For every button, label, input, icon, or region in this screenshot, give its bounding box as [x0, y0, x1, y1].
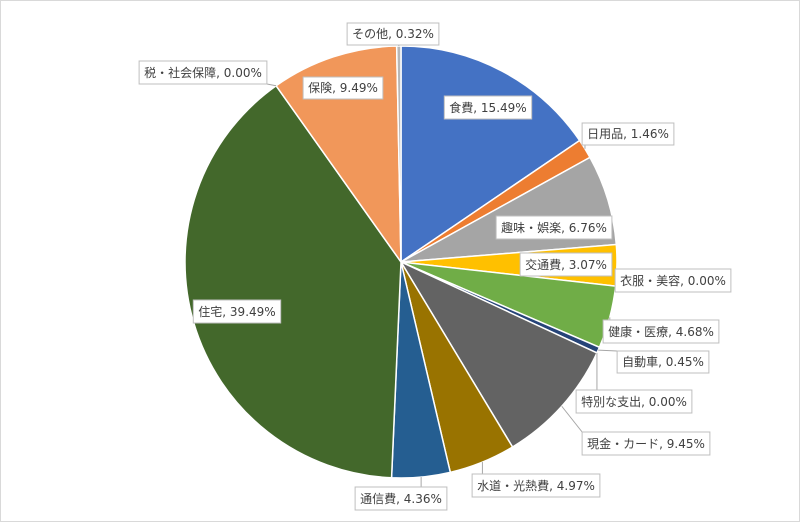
- slice-label-6: 健康・医療, 4.68%: [608, 324, 714, 339]
- pie-slice-15: [395, 45, 402, 263]
- slice-label-13: 税・社会保障, 0.00%: [144, 65, 262, 80]
- slice-label-10: 水道・光熱費, 4.97%: [477, 478, 595, 493]
- slice-label-box-9: [581, 431, 711, 456]
- slice-label-7: 自動車, 0.45%: [622, 355, 704, 369]
- slice-label-9: 現金・カード, 9.45%: [587, 436, 705, 451]
- slice-label-12: 住宅, 39.49%: [198, 304, 275, 319]
- slice-label-box-12: [192, 299, 282, 324]
- slice-label-box-15: [346, 22, 440, 46]
- slice-label-box-4: [519, 252, 613, 277]
- slice-label-2: 日用品, 1.46%: [587, 127, 669, 141]
- slice-label-box-8: [575, 389, 693, 414]
- slice-label-box-3: [495, 215, 613, 240]
- slice-label-3: 趣味・娯楽, 6.76%: [501, 220, 607, 235]
- slice-label-11: 通信費, 4.36%: [360, 491, 442, 506]
- leader-line-7: [598, 349, 618, 352]
- slice-label-4: 交通費, 3.07%: [525, 257, 607, 272]
- slice-label-box-7: [616, 350, 710, 374]
- slice-label-box-1: [443, 95, 533, 120]
- slice-label-box-14: [302, 76, 384, 100]
- slice-label-box-10: [471, 473, 601, 498]
- pie-slice-14: [275, 45, 402, 265]
- leader-line-9: [561, 405, 583, 433]
- slice-label-box-5: [614, 268, 732, 293]
- slice-label-8: 特別な支出, 0.00%: [581, 394, 687, 409]
- leader-line-13: [266, 83, 277, 87]
- slice-label-box-6: [602, 319, 720, 344]
- pie-slice-9: [399, 260, 598, 449]
- slice-label-5: 衣服・美容, 0.00%: [620, 273, 726, 288]
- slice-label-15: その他, 0.32%: [352, 27, 434, 41]
- slice-label-1: 食費, 15.49%: [449, 100, 526, 115]
- slice-label-box-13: [138, 60, 268, 85]
- slice-label-box-2: [581, 122, 675, 146]
- slice-label-box-11: [354, 486, 448, 511]
- slice-label-14: 保険, 9.49%: [308, 81, 378, 95]
